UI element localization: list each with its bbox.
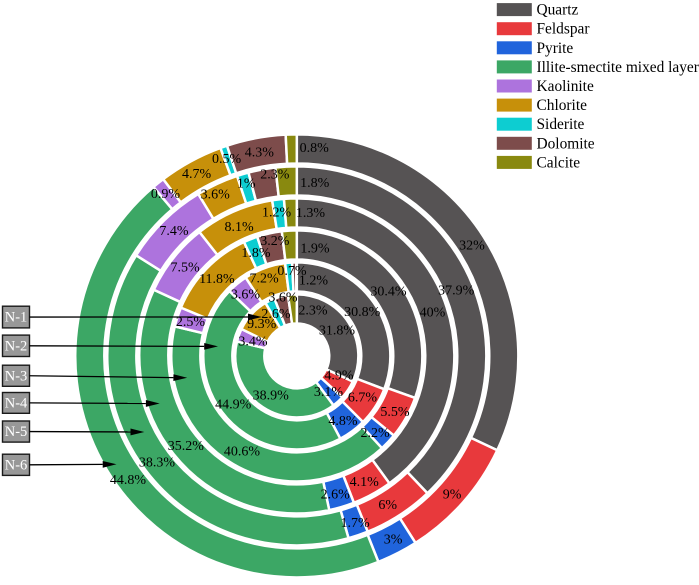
svg-text:7.2%: 7.2% (250, 271, 280, 286)
svg-text:11.8%: 11.8% (199, 272, 235, 287)
svg-text:2.6%: 2.6% (261, 307, 291, 322)
svg-text:1.8%: 1.8% (300, 176, 330, 191)
svg-text:7.4%: 7.4% (159, 224, 189, 239)
svg-text:7.5%: 7.5% (171, 260, 201, 275)
svg-text:38.3%: 38.3% (139, 456, 176, 471)
svg-text:6%: 6% (378, 498, 397, 513)
svg-text:2.3%: 2.3% (298, 304, 328, 319)
svg-text:3.6%: 3.6% (231, 288, 261, 303)
svg-text:31.8%: 31.8% (319, 324, 356, 339)
svg-text:3%: 3% (384, 533, 403, 548)
svg-text:40%: 40% (420, 306, 446, 321)
svg-text:Dolomite: Dolomite (537, 135, 595, 152)
svg-text:3.2%: 3.2% (260, 234, 290, 249)
svg-text:Siderite: Siderite (537, 116, 585, 133)
svg-text:4.8%: 4.8% (328, 414, 358, 429)
svg-text:40.6%: 40.6% (224, 445, 261, 460)
svg-text:N-4: N-4 (5, 395, 28, 411)
svg-text:3.6%: 3.6% (268, 290, 298, 305)
svg-text:2.2%: 2.2% (361, 426, 391, 441)
svg-text:1.2%: 1.2% (299, 274, 329, 289)
svg-text:1.9%: 1.9% (300, 241, 330, 256)
svg-text:3.4%: 3.4% (238, 334, 268, 349)
svg-text:3.1%: 3.1% (314, 385, 344, 400)
svg-text:Quartz: Quartz (537, 2, 579, 19)
svg-text:44.8%: 44.8% (110, 473, 147, 488)
svg-text:9%: 9% (443, 487, 462, 502)
svg-text:3.6%: 3.6% (201, 188, 231, 203)
svg-text:32%: 32% (459, 239, 485, 254)
svg-text:N-6: N-6 (5, 457, 28, 473)
svg-text:4.7%: 4.7% (182, 167, 212, 182)
svg-text:1.2%: 1.2% (262, 206, 292, 221)
svg-text:1.3%: 1.3% (296, 206, 326, 221)
svg-text:0.8%: 0.8% (300, 141, 330, 156)
svg-text:N-2: N-2 (5, 338, 28, 354)
svg-text:35.2%: 35.2% (168, 439, 205, 454)
svg-text:Chlorite: Chlorite (537, 97, 588, 114)
svg-text:N-1: N-1 (5, 310, 28, 326)
svg-text:Illite-smectite mixed layer: Illite-smectite mixed layer (537, 59, 699, 76)
svg-text:38.9%: 38.9% (253, 389, 290, 404)
svg-text:30.4%: 30.4% (370, 284, 407, 299)
svg-text:0.5%: 0.5% (212, 152, 242, 167)
svg-text:4.1%: 4.1% (350, 475, 380, 490)
svg-text:2.3%: 2.3% (260, 168, 290, 183)
svg-text:4.3%: 4.3% (245, 145, 275, 160)
svg-text:4.9%: 4.9% (324, 369, 354, 384)
svg-text:8.1%: 8.1% (225, 220, 255, 235)
svg-text:2.6%: 2.6% (321, 487, 351, 502)
svg-text:6.7%: 6.7% (348, 391, 378, 406)
svg-text:1%: 1% (237, 177, 256, 192)
svg-text:5.5%: 5.5% (380, 405, 410, 420)
svg-text:0.9%: 0.9% (151, 187, 181, 202)
svg-text:30.8%: 30.8% (344, 305, 381, 320)
svg-text:Pyrite: Pyrite (537, 40, 574, 57)
svg-text:N-3: N-3 (5, 368, 28, 384)
svg-text:1.7%: 1.7% (341, 516, 371, 531)
svg-text:Feldspar: Feldspar (537, 21, 590, 38)
svg-text:N-5: N-5 (5, 424, 28, 440)
svg-text:44.9%: 44.9% (215, 398, 252, 413)
svg-text:37.9%: 37.9% (438, 284, 475, 299)
svg-text:Kaolinite: Kaolinite (537, 78, 594, 95)
svg-text:Calcite: Calcite (537, 154, 581, 171)
